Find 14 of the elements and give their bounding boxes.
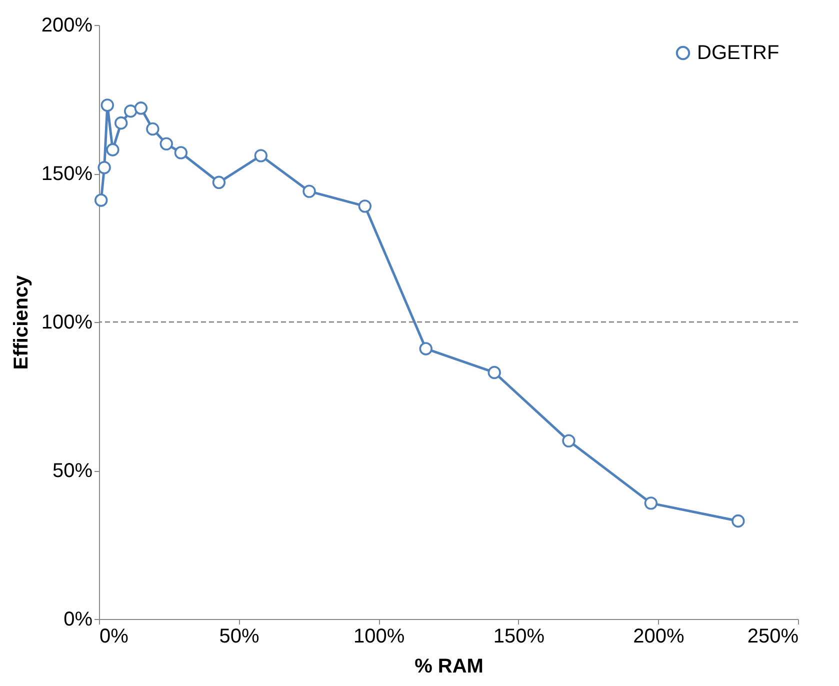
x-tick-label: 0% — [100, 626, 129, 648]
y-tick-label: 150% — [41, 163, 93, 185]
y-tick-label: 100% — [41, 312, 93, 334]
y-tick-label: 200% — [41, 14, 93, 36]
x-tick-label: 200% — [633, 626, 684, 648]
x-axis-title: % RAM — [414, 656, 484, 678]
y-tick-label: 50% — [52, 460, 93, 482]
y-axis-title: Efficiency — [10, 274, 32, 370]
x-tick-label: 100% — [354, 626, 405, 648]
x-tick-label: 150% — [493, 626, 545, 648]
x-tick-label: 250% — [747, 626, 799, 648]
x-tick-label: 50% — [219, 626, 260, 648]
y-tick-label: 0% — [64, 608, 93, 630]
legend-label: DGETRF — [697, 42, 780, 64]
